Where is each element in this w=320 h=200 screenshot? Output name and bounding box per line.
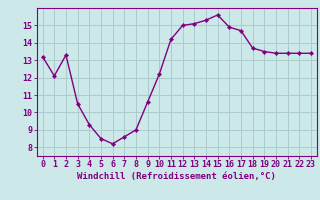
- X-axis label: Windchill (Refroidissement éolien,°C): Windchill (Refroidissement éolien,°C): [77, 172, 276, 181]
